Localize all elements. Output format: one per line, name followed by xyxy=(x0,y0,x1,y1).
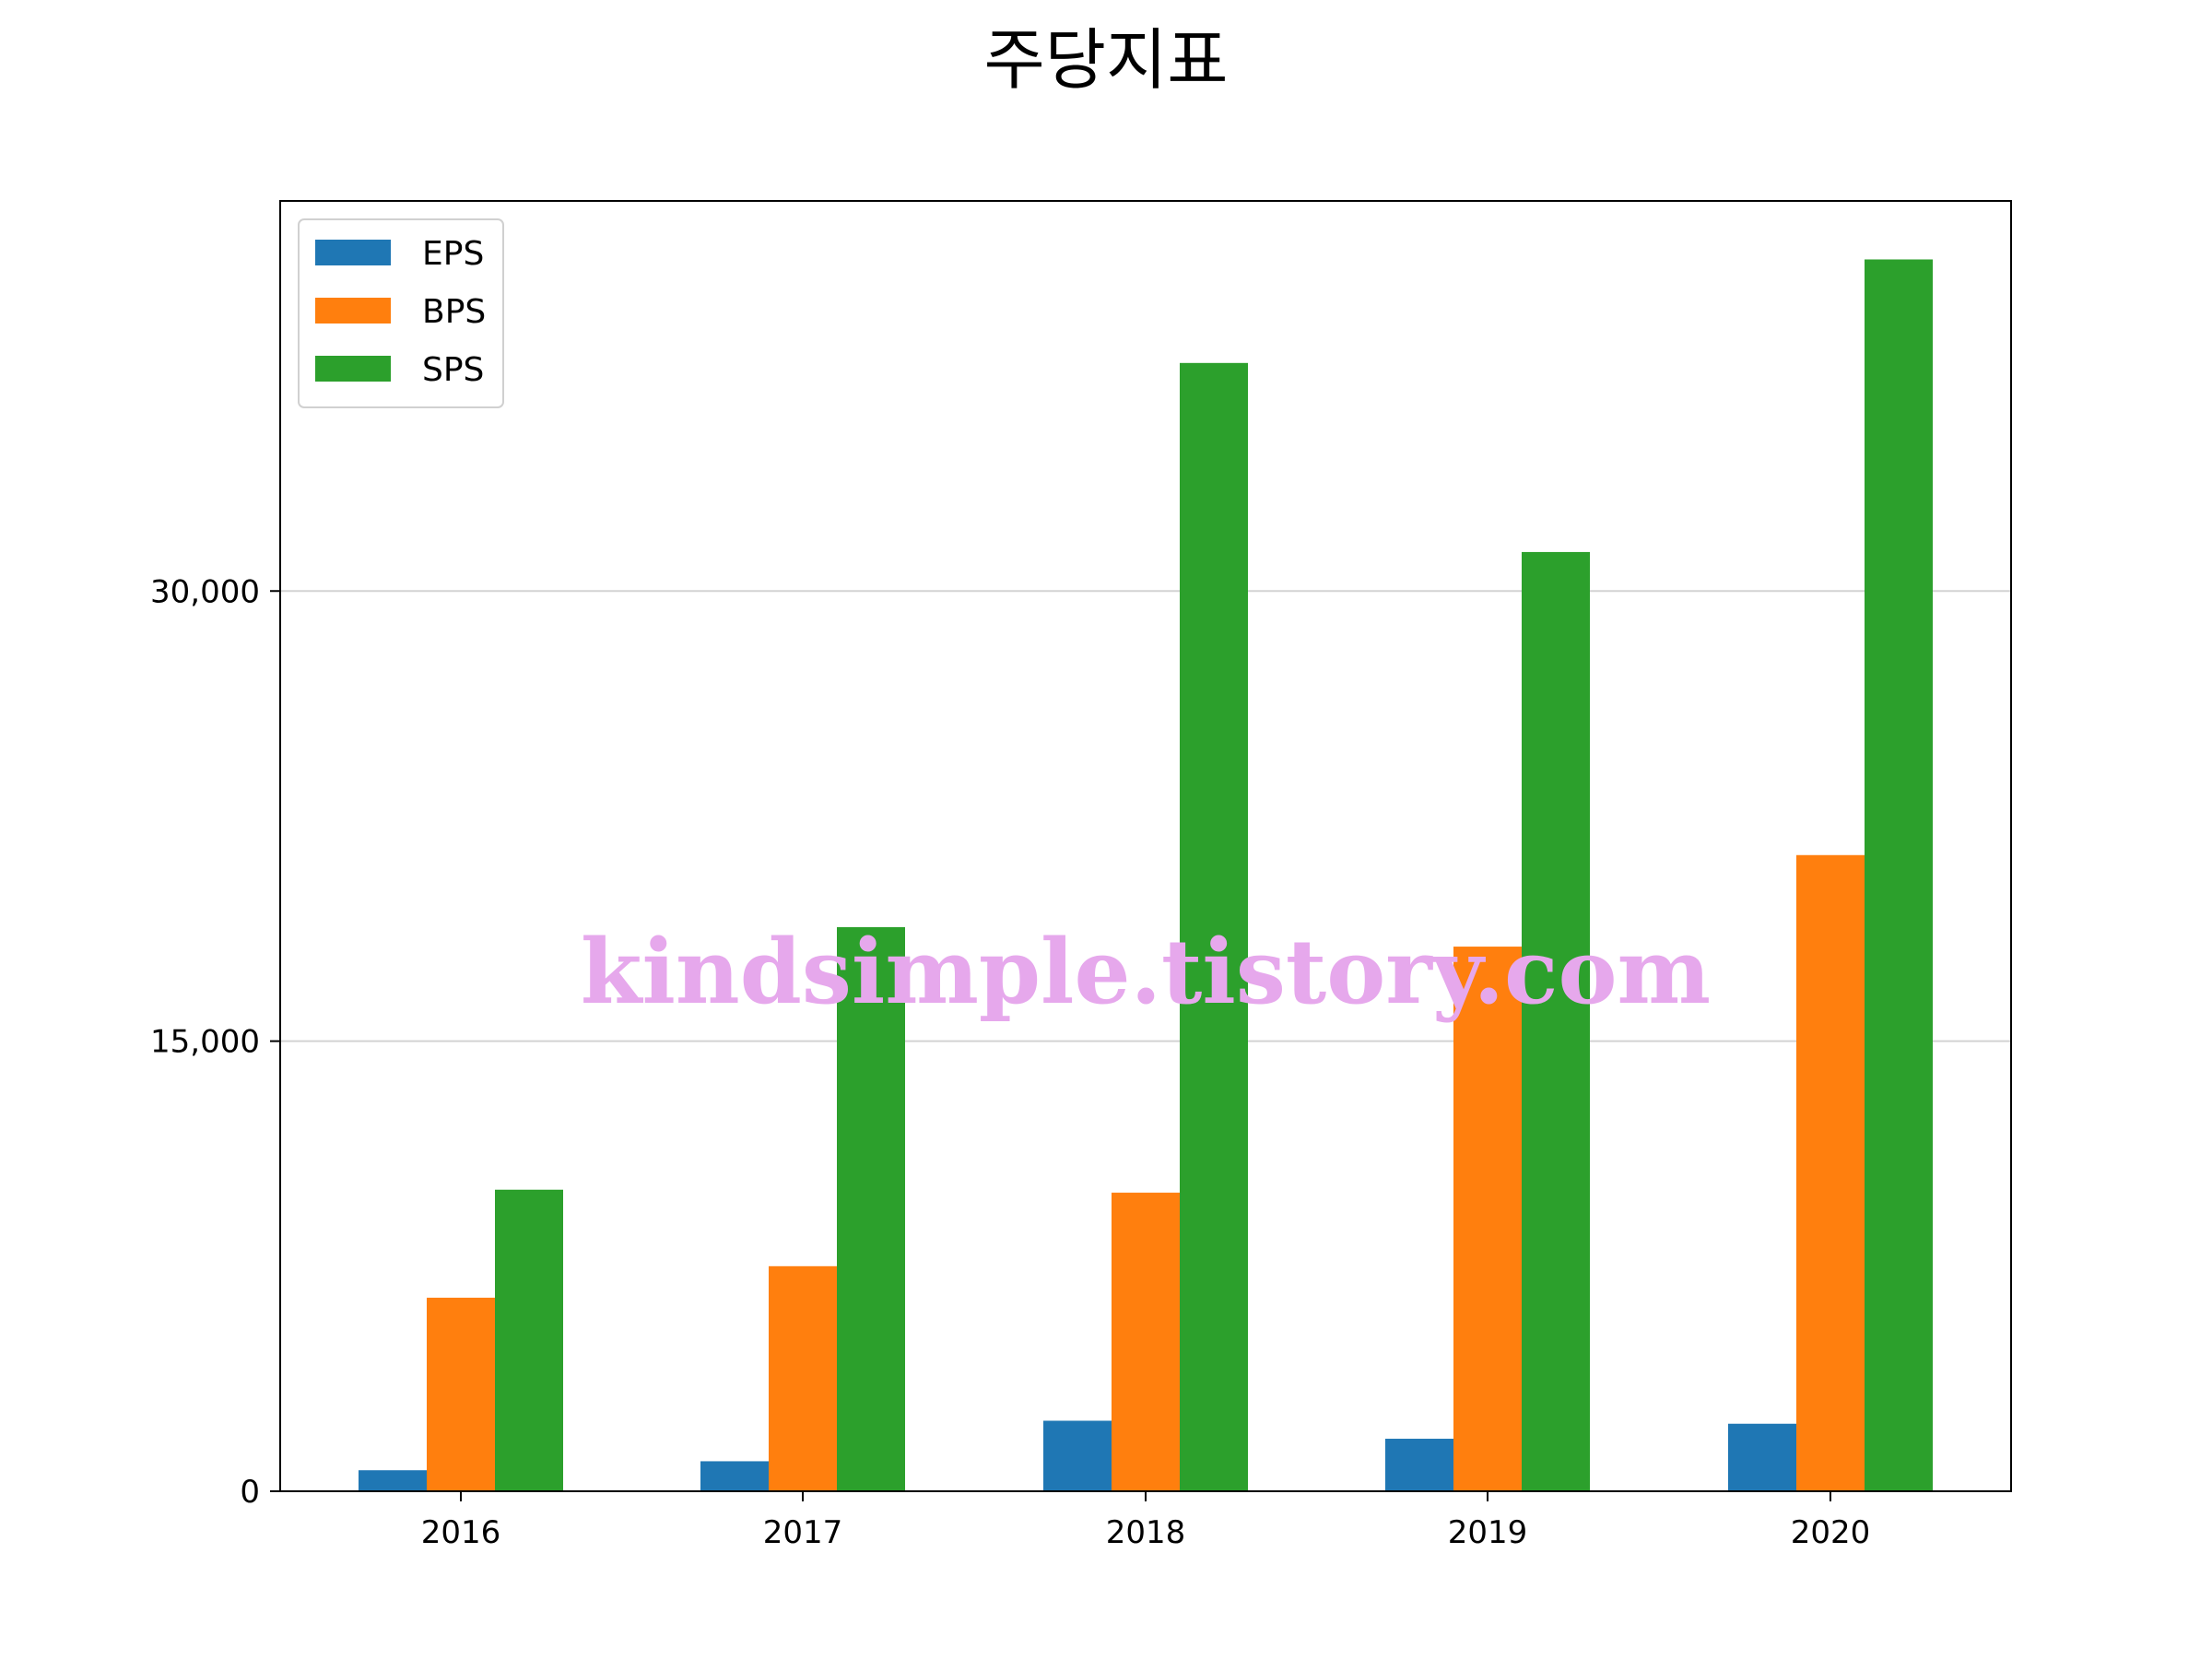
legend: EPS BPS SPS xyxy=(298,218,504,408)
y-tick-label: 15,000 xyxy=(150,1024,260,1061)
bar-eps-2017 xyxy=(700,1461,769,1491)
bar-sps-2018 xyxy=(1180,362,1248,1491)
bar-eps-2016 xyxy=(359,1470,427,1491)
x-tick-label: 2020 xyxy=(1791,1514,1871,1551)
legend-label-sps: SPS xyxy=(422,351,484,389)
bar-bps-2018 xyxy=(1112,1193,1180,1491)
bar-bps-2016 xyxy=(427,1298,495,1491)
bar-sps-2016 xyxy=(495,1189,563,1491)
bar-bps-2020 xyxy=(1796,854,1865,1491)
y-tick-label: 30,000 xyxy=(150,573,260,610)
x-tick-label: 2019 xyxy=(1448,1514,1528,1551)
bar-sps-2019 xyxy=(1522,551,1590,1491)
bar-sps-2020 xyxy=(1865,259,1933,1491)
y-axis: 0 15,000 30,000 xyxy=(150,573,280,1511)
legend-swatch-eps xyxy=(315,240,391,265)
chart-title: 주당지표 xyxy=(984,21,1229,99)
bar-eps-2020 xyxy=(1728,1423,1796,1491)
y-tick-label: 0 xyxy=(240,1474,260,1511)
bar-eps-2019 xyxy=(1385,1439,1453,1491)
bars xyxy=(359,259,1933,1491)
legend-swatch-sps xyxy=(315,356,391,382)
bar-bps-2017 xyxy=(769,1265,837,1491)
x-tick-label: 2016 xyxy=(421,1514,501,1551)
bar-sps-2017 xyxy=(837,926,905,1491)
legend-label-bps: BPS xyxy=(422,293,486,331)
bar-bps-2019 xyxy=(1453,947,1522,1491)
bar-eps-2018 xyxy=(1043,1420,1112,1491)
watermark: kindsimple.tistory.com xyxy=(581,920,1711,1024)
grid-lines xyxy=(280,590,2011,1042)
x-axis: 2016 2017 2018 2019 2020 xyxy=(421,1491,1871,1551)
x-tick-label: 2017 xyxy=(763,1514,843,1551)
legend-label-eps: EPS xyxy=(422,235,484,273)
x-tick-label: 2018 xyxy=(1106,1514,1186,1551)
legend-swatch-bps xyxy=(315,298,391,324)
